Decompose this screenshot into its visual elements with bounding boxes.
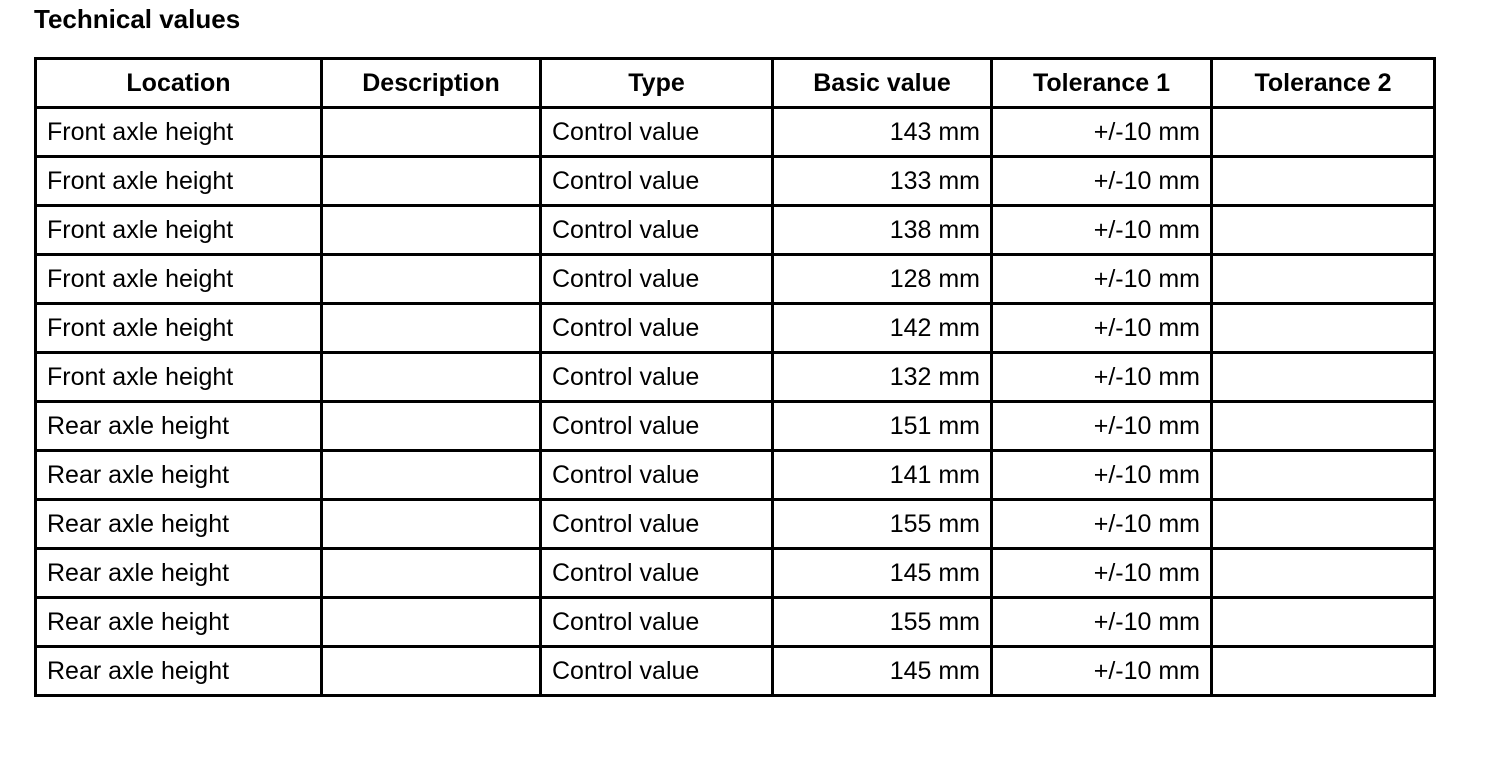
cell-location: Front axle height [34, 204, 323, 256]
cell-basic-value: 155 mm [771, 596, 993, 648]
cell-location: Rear axle height [34, 498, 323, 550]
cell-location: Rear axle height [34, 400, 323, 452]
cell-type: Control value [539, 645, 774, 697]
table-row: Rear axle height Control value 155 mm +/-10… [34, 498, 1436, 550]
cell-location: Front axle height [34, 302, 323, 354]
cell-basic-value: 145 mm [771, 547, 993, 599]
cell-basic-value: 138 mm [771, 204, 993, 256]
empty-cell [1210, 302, 1436, 354]
column-header: Description [320, 57, 542, 109]
cell-type: Control value [539, 547, 774, 599]
table-row: Rear axle height Control value 145 mm +/-10… [34, 645, 1436, 697]
cell-basic-value: 151 mm [771, 400, 993, 452]
cell-tolerance-1: +/-10 mm [990, 498, 1213, 550]
cell-type: Control value [539, 302, 774, 354]
cell-type: Control value [539, 498, 774, 550]
cell-location: Rear axle height [34, 596, 323, 648]
cell-tolerance-1: +/-10 mm [990, 596, 1213, 648]
empty-cell [1210, 400, 1436, 452]
table-row: Front axle height Control value 132 mm +/-1… [34, 351, 1436, 403]
empty-cell [320, 106, 542, 158]
cell-basic-value: 133 mm [771, 155, 993, 207]
table-body: Front axle height Control value 143 mm +/-1… [34, 106, 1436, 697]
empty-cell [1210, 253, 1436, 305]
empty-cell [320, 302, 542, 354]
cell-location: Front axle height [34, 155, 323, 207]
cell-basic-value: 155 mm [771, 498, 993, 550]
empty-cell [1210, 596, 1436, 648]
cell-tolerance-1: +/-10 mm [990, 547, 1213, 599]
cell-type: Control value [539, 596, 774, 648]
cell-type: Control value [539, 155, 774, 207]
technical-values-table: Location Description Type Basic value Tolera… [34, 57, 1436, 697]
empty-cell [1210, 155, 1436, 207]
cell-type: Control value [539, 400, 774, 452]
empty-cell [320, 204, 542, 256]
table-row: Front axle height Control value 143 mm +/-1… [34, 106, 1436, 158]
table-row: Rear axle height Control value 141 mm +/-10… [34, 449, 1436, 501]
empty-cell [1210, 449, 1436, 501]
cell-location: Rear axle height [34, 547, 323, 599]
empty-cell [320, 351, 542, 403]
cell-tolerance-1: +/-10 mm [990, 204, 1213, 256]
cell-location: Rear axle height [34, 645, 323, 697]
cell-tolerance-1: +/-10 mm [990, 155, 1213, 207]
cell-type: Control value [539, 351, 774, 403]
empty-cell [320, 253, 542, 305]
empty-cell [1210, 547, 1436, 599]
cell-tolerance-1: +/-10 mm [990, 351, 1213, 403]
cell-type: Control value [539, 449, 774, 501]
empty-cell [320, 400, 542, 452]
empty-cell [320, 498, 542, 550]
cell-tolerance-1: +/-10 mm [990, 449, 1213, 501]
cell-basic-value: 143 mm [771, 106, 993, 158]
table-row: Rear axle height Control value 151 mm +/-10… [34, 400, 1436, 452]
cell-tolerance-1: +/-10 mm [990, 400, 1213, 452]
cell-type: Control value [539, 253, 774, 305]
cell-location: Rear axle height [34, 449, 323, 501]
table-row: Front axle height Control value 133 mm +/-1… [34, 155, 1436, 207]
column-header: Type [539, 57, 774, 109]
table-row: Front axle height Control value 138 mm +/-1… [34, 204, 1436, 256]
empty-cell [1210, 351, 1436, 403]
cell-tolerance-1: +/-10 mm [990, 645, 1213, 697]
cell-basic-value: 145 mm [771, 645, 993, 697]
column-header: Basic value [771, 57, 993, 109]
cell-basic-value: 142 mm [771, 302, 993, 354]
cell-tolerance-1: +/-10 mm [990, 302, 1213, 354]
cell-location: Front axle height [34, 351, 323, 403]
cell-tolerance-1: +/-10 mm [990, 253, 1213, 305]
table-row: Rear axle height Control value 155 mm +/-10… [34, 596, 1436, 648]
empty-cell [320, 596, 542, 648]
table-row: Rear axle height Control value 145 mm +/-10… [34, 547, 1436, 599]
cell-location: Front axle height [34, 106, 323, 158]
header-row: Location Description Type Basic value Tolera… [34, 57, 1436, 109]
empty-cell [1210, 645, 1436, 697]
empty-cell [320, 449, 542, 501]
empty-cell [320, 645, 542, 697]
table-row: Front axle height Control value 142 mm +/-1… [34, 302, 1436, 354]
cell-tolerance-1: +/-10 mm [990, 106, 1213, 158]
empty-cell [1210, 204, 1436, 256]
table-row: Front axle height Control value 128 mm +/-1… [34, 253, 1436, 305]
column-header: Tolerance 2 [1210, 57, 1436, 109]
empty-cell [320, 547, 542, 599]
cell-location: Front axle height [34, 253, 323, 305]
cell-basic-value: 141 mm [771, 449, 993, 501]
cell-type: Control value [539, 106, 774, 158]
empty-cell [1210, 106, 1436, 158]
title: Technical values [34, 4, 241, 34]
cell-type: Control value [539, 204, 774, 256]
column-header: Tolerance 1 [990, 57, 1213, 109]
empty-cell [320, 155, 542, 207]
cell-basic-value: 132 mm [771, 351, 993, 403]
column-header: Location [34, 57, 323, 109]
empty-cell [1210, 498, 1436, 550]
cell-basic-value: 128 mm [771, 253, 993, 305]
